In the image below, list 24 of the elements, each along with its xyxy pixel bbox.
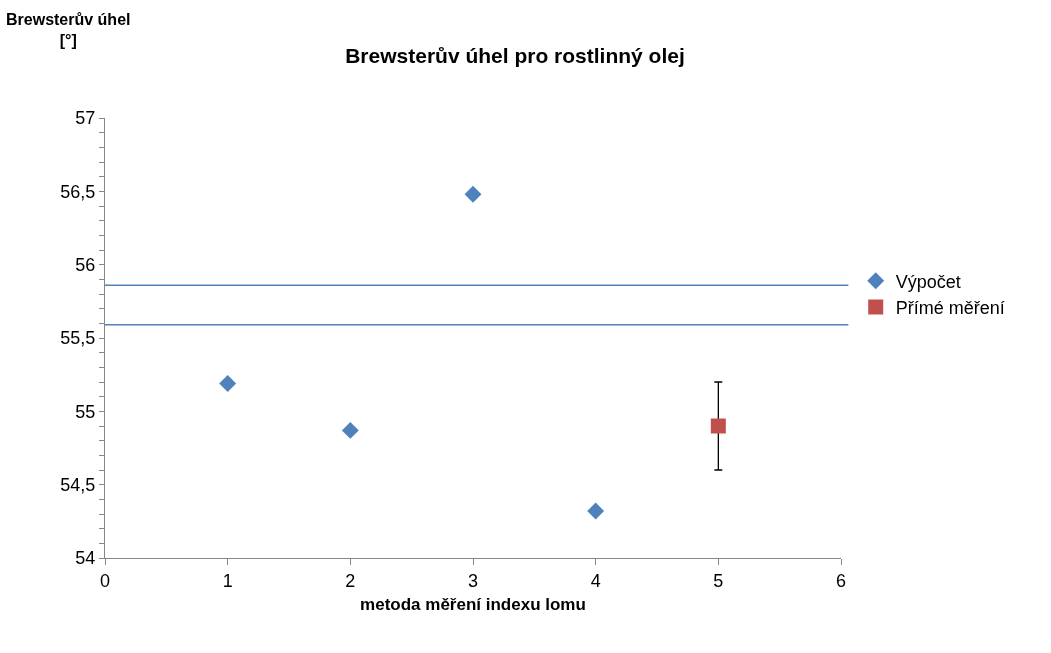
x-tick-label: 3 bbox=[467, 570, 479, 591]
y-tick-label: 57 bbox=[75, 108, 96, 129]
y-tick-label: 56,5 bbox=[60, 181, 96, 202]
x-axis-title: metoda měření indexu lomu bbox=[360, 595, 586, 614]
y-tick-label: 54,5 bbox=[60, 474, 96, 495]
y-tick-label: 55 bbox=[75, 401, 96, 422]
y-axis-title: Brewsterův úhel [°] bbox=[6, 11, 131, 49]
point bbox=[587, 502, 605, 520]
point bbox=[710, 418, 726, 434]
y-tick-label: 54 bbox=[75, 548, 96, 569]
x-tick-label: 0 bbox=[99, 570, 111, 591]
x-tick-label: 2 bbox=[345, 570, 356, 591]
chart-title: Brewsterův úhel pro rostlinný olej bbox=[345, 43, 685, 67]
point bbox=[464, 185, 482, 203]
point bbox=[219, 375, 237, 392]
x-tick-label: 5 bbox=[713, 570, 724, 591]
y-tick-label: 55,5 bbox=[60, 328, 96, 349]
y-tick-label: 56 bbox=[75, 254, 96, 275]
x-tick-label: 6 bbox=[835, 570, 847, 591]
x-tick-label: 4 bbox=[590, 570, 601, 591]
x-tick-label: 1 bbox=[222, 570, 233, 591]
point bbox=[341, 421, 359, 439]
legend-label: Výpočet bbox=[895, 271, 961, 292]
legend-label: Přímé měření bbox=[895, 298, 1005, 319]
